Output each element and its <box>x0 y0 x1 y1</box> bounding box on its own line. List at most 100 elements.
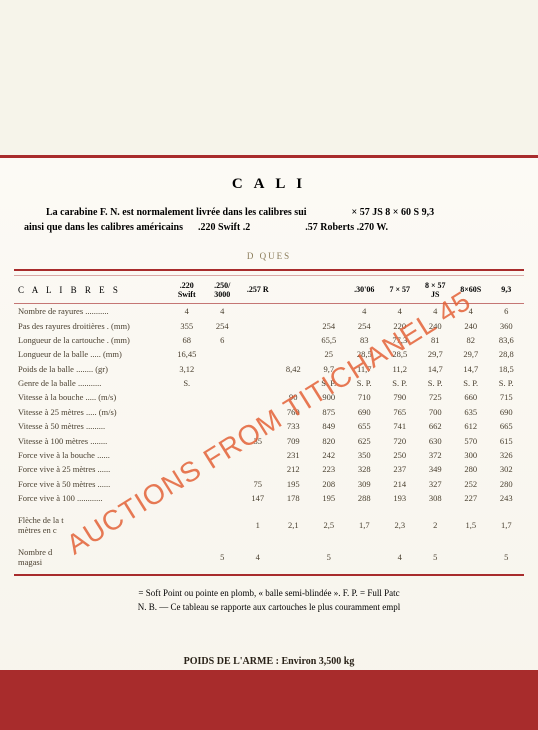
table-row: Force vive à 25 mètres ......21222332823… <box>14 462 524 476</box>
table-cell: 700 <box>418 405 454 419</box>
table-cell: 212 <box>276 462 312 476</box>
table-cell: 2 <box>418 505 454 537</box>
table-cell: 9,7 <box>311 362 347 376</box>
table-cell: 29,7 <box>453 347 489 361</box>
table-cell: 690 <box>489 405 525 419</box>
table-row: Nombre dmagasi545455 <box>14 537 524 569</box>
table-row: Vitesse à 25 mètres ..... (m/s)760875690… <box>14 405 524 419</box>
table-cell: 254 <box>311 318 347 332</box>
table-cell: 288 <box>347 491 383 505</box>
table-cell: 300 <box>453 448 489 462</box>
row-label: Nombre dmagasi <box>14 537 169 569</box>
table-row: Vitesse à la bouche ..... (m/s)909007107… <box>14 390 524 404</box>
table-cell <box>169 462 205 476</box>
row-label: Longueur de la cartouche . (mm) <box>14 333 169 347</box>
table-cell: 242 <box>311 448 347 462</box>
table-cell: 820 <box>311 433 347 447</box>
table-cell: 1 <box>240 505 276 537</box>
table-cell: 309 <box>347 477 383 491</box>
table-cell: S. P. <box>382 376 418 390</box>
table-cell <box>240 448 276 462</box>
table-cell: 11,2 <box>382 362 418 376</box>
table-cell: 68 <box>169 333 205 347</box>
table-cell: S. P. <box>453 376 489 390</box>
table-cell: 655 <box>347 419 383 433</box>
column-header <box>311 276 347 304</box>
table-cell: 14,7 <box>453 362 489 376</box>
row-label: Genre de la balle ........... <box>14 376 169 390</box>
table-cell: 5 <box>418 537 454 569</box>
calibres-title: C A L I <box>14 176 524 193</box>
table-cell <box>205 477 241 491</box>
table-cell <box>276 537 312 569</box>
document-frame: C A L I La carabine F. N. est normalemen… <box>0 155 538 730</box>
table-cell: 328 <box>347 462 383 476</box>
table-cell: 6 <box>205 333 241 347</box>
table-cell: 715 <box>489 390 525 404</box>
table-row: Vitesse à 100 mètres ........35709820625… <box>14 433 524 447</box>
table-cell: 220 <box>382 318 418 332</box>
row-label: Longueur de la balle ..... (mm) <box>14 347 169 361</box>
table-cell: 635 <box>453 405 489 419</box>
row-label: Flèche de la tmètres en c <box>14 505 169 537</box>
table-cell <box>169 448 205 462</box>
table-cell: 6 <box>489 304 525 319</box>
table-cell: 8,42 <box>276 362 312 376</box>
table-cell: 350 <box>347 448 383 462</box>
table-cell: 1,7 <box>347 505 383 537</box>
table-cell <box>205 462 241 476</box>
table-cell <box>276 318 312 332</box>
table-cell <box>240 462 276 476</box>
column-header: 7 × 57 <box>382 276 418 304</box>
table-cell: 195 <box>311 491 347 505</box>
table-cell <box>205 491 241 505</box>
table-cell: 741 <box>382 419 418 433</box>
table-cell: 625 <box>347 433 383 447</box>
table-row: Force vive à la bouche ......23124235025… <box>14 448 524 462</box>
table-cell: 240 <box>418 318 454 332</box>
table-row: Vitesse à 50 mètres .........73384965574… <box>14 419 524 433</box>
column-header: .250/3000 <box>205 276 241 304</box>
table-cell: 725 <box>418 390 454 404</box>
table-cell <box>205 390 241 404</box>
table-row: Poids de la balle ........ (gr)3,128,429… <box>14 362 524 376</box>
table-cell: S. P. <box>489 376 525 390</box>
table-cell: 4 <box>169 304 205 319</box>
table-cell <box>169 390 205 404</box>
table-cell: 690 <box>347 405 383 419</box>
table-cell: 83 <box>347 333 383 347</box>
table-cell: S. P. <box>418 376 454 390</box>
table-cell: 223 <box>311 462 347 476</box>
table-cell: 243 <box>489 491 525 505</box>
table-row: Longueur de la cartouche . (mm)686 65,583… <box>14 333 524 347</box>
table-cell: 720 <box>382 433 418 447</box>
table-cell: 662 <box>418 419 454 433</box>
row-label: Poids de la balle ........ (gr) <box>14 362 169 376</box>
table-cell: 254 <box>205 318 241 332</box>
table-cell: 372 <box>418 448 454 462</box>
table-cell: 1,5 <box>453 505 489 537</box>
table-cell: 4 <box>418 304 454 319</box>
table-cell <box>240 405 276 419</box>
table-cell <box>276 333 312 347</box>
table-cell <box>205 419 241 433</box>
table-cell: 4 <box>453 304 489 319</box>
table-cell: 29,7 <box>418 347 454 361</box>
table-cell <box>276 347 312 361</box>
table-cell <box>205 362 241 376</box>
table-cell <box>240 333 276 347</box>
table-cell: 65,5 <box>311 333 347 347</box>
column-header: 8×60S <box>453 276 489 304</box>
table-cell: 90 <box>276 390 312 404</box>
table-cell <box>169 433 205 447</box>
table-cell: 14,7 <box>418 362 454 376</box>
table-cell <box>169 491 205 505</box>
floral-background <box>0 0 538 160</box>
table-cell <box>205 448 241 462</box>
table-cell: 250 <box>382 448 418 462</box>
column-header: 9,3 <box>489 276 525 304</box>
table-cell: S. P. <box>347 376 383 390</box>
table-cell: 765 <box>382 405 418 419</box>
table-cell: 240 <box>453 318 489 332</box>
table-cell: 302 <box>489 462 525 476</box>
